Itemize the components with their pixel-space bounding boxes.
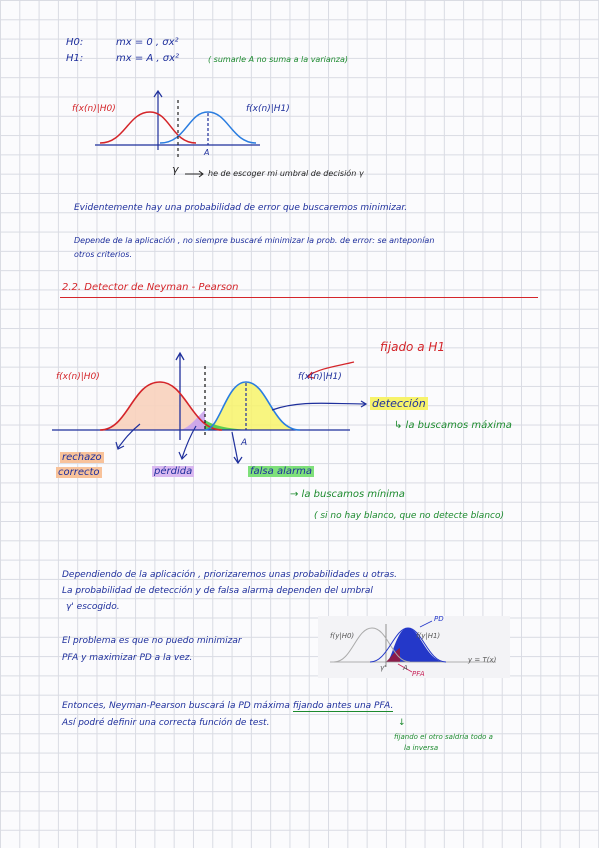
para-5-line-1-a: Entonces, Neyman-Pearson buscará la PD m… bbox=[62, 701, 290, 711]
para-1: Evidentemente hay una probabilidad de er… bbox=[74, 203, 408, 213]
fig1-label-h1: f(x(n)|H1) bbox=[246, 104, 290, 114]
mini-label-a: A bbox=[403, 664, 408, 672]
h1-text: mx = A , σx² bbox=[116, 53, 180, 64]
fig1-threshold: γ bbox=[172, 163, 179, 176]
fig2-label-h1: f(x(n)|H1) bbox=[298, 372, 342, 382]
h1-note: ( sumarle A no suma a la varianza) bbox=[208, 55, 349, 64]
fig2-deteccion-note: ↳ la buscamos máxima bbox=[394, 420, 512, 431]
para-2-line-1: Depende de la aplicación , no siempre bu… bbox=[74, 236, 435, 245]
fig2-fa-fill bbox=[205, 420, 248, 430]
fig1-label-h0: f(x(n)|H0) bbox=[72, 104, 116, 114]
fig2-rechazo-1: rechazo bbox=[60, 452, 104, 463]
fig2-rechazo-2: correcto bbox=[56, 467, 102, 478]
fig2-tick-a: A bbox=[241, 438, 248, 448]
mini-plot-panel bbox=[318, 616, 510, 678]
fig2-h0-fill bbox=[100, 382, 222, 430]
h1-label: H1: bbox=[66, 53, 84, 64]
mini-label-pd: PD bbox=[434, 615, 444, 623]
fig1-threshold-note: he de escoger mi umbral de decisión γ bbox=[208, 169, 364, 178]
fig2-fa-note: → la buscamos mínima bbox=[290, 489, 405, 500]
fig1-tick-a: A bbox=[204, 148, 210, 157]
para-3-line-1: Dependiendo de la aplicación , priorizar… bbox=[62, 570, 398, 580]
h0-text: mx = 0 , σx² bbox=[116, 37, 179, 48]
fig2-h1-fill bbox=[205, 382, 300, 430]
fig2-deteccion: detección bbox=[370, 397, 428, 410]
para-4-line-2: PFA y maximizar PD a la vez. bbox=[62, 653, 193, 663]
para-5-line-2: Así podré definir una correcta función d… bbox=[62, 718, 270, 728]
para-5-note-1: fijando el otro saldría todo a bbox=[394, 733, 493, 741]
fig2-fixed-note: fijado a H1 bbox=[380, 340, 446, 354]
fig2-h1-curve bbox=[204, 381, 301, 431]
section-title: 2.2. Detector de Neyman - Pearson bbox=[62, 282, 239, 293]
section-rule bbox=[60, 297, 538, 298]
para-3-line-3: γ' escogido. bbox=[66, 602, 120, 612]
mini-label-gamma: γ' bbox=[380, 664, 387, 672]
fig2-h0-curve bbox=[99, 381, 223, 431]
mini-label-pfa: PFA bbox=[412, 670, 425, 678]
fig2-label-h0: f(x(n)|H0) bbox=[56, 372, 100, 382]
h0-label: H0: bbox=[66, 37, 84, 48]
para-5-note-2: la inversa bbox=[404, 744, 439, 752]
fig2-miss-fill bbox=[178, 410, 205, 430]
para-2-line-2: otros criterios. bbox=[74, 250, 133, 259]
para-4-line-1: El problema es que no puedo minimizar bbox=[62, 636, 242, 646]
fig1-h0-curve bbox=[99, 111, 197, 144]
para-5-arrow: ↓ bbox=[398, 718, 406, 728]
mini-label-h0: f(y|H0) bbox=[330, 632, 355, 640]
mini-label-x: y = T(x) bbox=[468, 656, 497, 664]
fig1-h1-curve bbox=[159, 111, 257, 144]
fig2-falsa-alarma: falsa alarma bbox=[248, 466, 314, 477]
fig2-perdida: pérdida bbox=[152, 466, 195, 477]
mini-label-h1: f(y|H1) bbox=[416, 632, 441, 640]
fig2-fa-note-2: ( si no hay blanco, que no detecte blanc… bbox=[314, 511, 504, 521]
para-3-line-2: La probabilidad de detección y de falsa … bbox=[62, 586, 373, 596]
para-5-line-1-b: fijando antes una PFA. bbox=[292, 701, 394, 712]
